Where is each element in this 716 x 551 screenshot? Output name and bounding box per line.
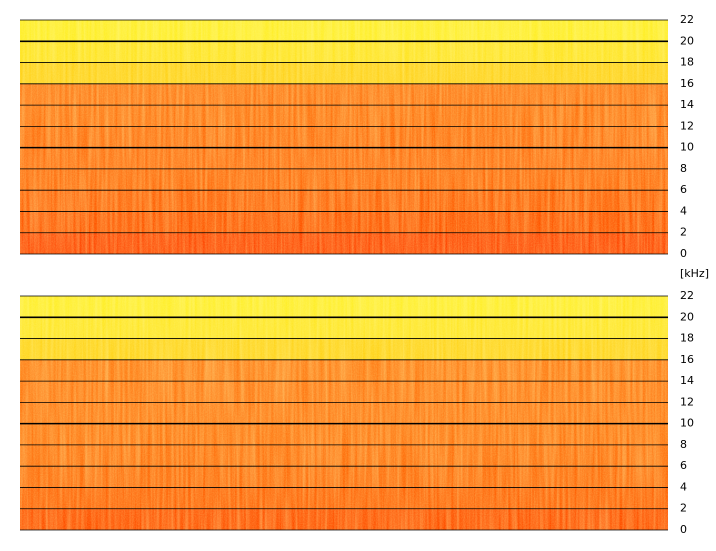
y-tick-label: 0 bbox=[680, 523, 687, 536]
y-tick-label: 18 bbox=[680, 56, 694, 69]
spectrogram-speckle bbox=[20, 20, 668, 254]
y-tick-label: 14 bbox=[680, 374, 694, 387]
y-tick-label: 12 bbox=[680, 395, 694, 408]
y-tick-label: 16 bbox=[680, 77, 694, 90]
y-tick-label: 12 bbox=[680, 119, 694, 132]
y-tick-label: 8 bbox=[680, 162, 687, 175]
y-tick-label: 2 bbox=[680, 226, 687, 239]
y-tick-label: 6 bbox=[680, 459, 687, 472]
y-axis-unit: [kHz] bbox=[680, 267, 709, 280]
y-tick-label: 2 bbox=[680, 502, 687, 515]
y-tick-label: 0 bbox=[680, 247, 687, 260]
y-tick-label: 8 bbox=[680, 438, 687, 451]
y-tick-label: 4 bbox=[680, 480, 687, 493]
y-tick-label: 22 bbox=[680, 13, 694, 26]
y-tick-label: 10 bbox=[680, 417, 694, 430]
y-tick-label: 20 bbox=[680, 34, 694, 47]
y-tick-label: 6 bbox=[680, 183, 687, 196]
y-tick-label: 4 bbox=[680, 204, 687, 217]
y-tick-label: 14 bbox=[680, 98, 694, 111]
spectrogram-speckle bbox=[20, 296, 668, 530]
y-tick-label: 18 bbox=[680, 332, 694, 345]
y-tick-label: 16 bbox=[680, 353, 694, 366]
y-tick-label: 20 bbox=[680, 310, 694, 323]
y-tick-label: 10 bbox=[680, 141, 694, 154]
y-tick-label: 22 bbox=[680, 289, 694, 302]
